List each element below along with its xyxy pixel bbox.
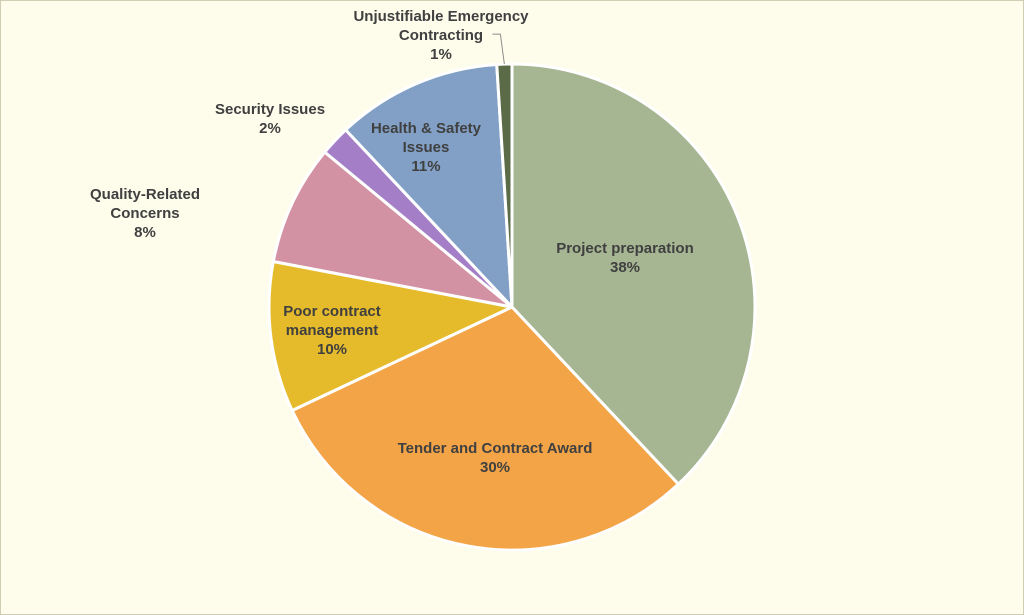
leader-line-unjustifiable-emergency-contracting: [492, 33, 505, 65]
data-label-security-issues: Security Issues 2%: [215, 101, 325, 137]
data-label-poor-contract-management: Poor contract management 10%: [283, 303, 381, 358]
pie-slice-quality-related-concerns: [271, 150, 514, 309]
pie-slice-project-preparation: [510, 62, 757, 486]
data-label-project-preparation: Project preparation 38%: [556, 240, 694, 276]
data-labels: Project preparation 38% Tender and Contrac…: [90, 8, 694, 476]
pie-slices: [267, 62, 757, 552]
data-label-quality-related-concerns: Quality-Related Concerns 8%: [90, 186, 200, 241]
pie-slice-unjustifiable-emergency-contracting: [495, 62, 514, 309]
data-label-tender-and-contract-award: Tender and Contract Award 30%: [398, 440, 593, 476]
data-label-health-safety-issues: Health & Safety Issues 11%: [371, 120, 482, 175]
pie-slice-health-safety-issues: [344, 62, 514, 309]
data-label-unjustifiable-emergency-contracting: Unjustifiable Emergency Contracting 1%: [353, 8, 529, 63]
leader-lines: [492, 33, 505, 65]
pie-slice-poor-contract-management: [267, 259, 514, 412]
pie-slice-tender-and-contract-award: [290, 305, 680, 552]
